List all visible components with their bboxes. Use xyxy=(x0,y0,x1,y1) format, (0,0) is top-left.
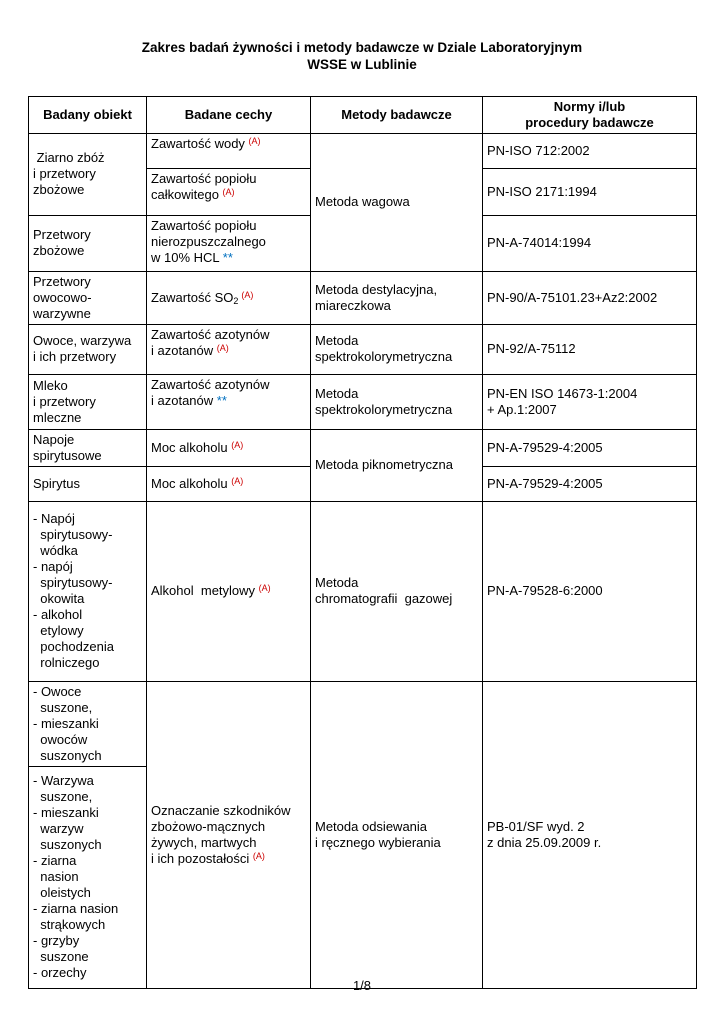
cell-norm-pn-a-79528: PN-A-79528-6:2000 xyxy=(482,500,697,682)
cell-feature-moc-alkoholu-2: Moc alkoholu (A) xyxy=(146,465,311,502)
cell-feature-zawartosc-so2: Zawartość SO2(A) xyxy=(146,270,311,325)
feature-text: Zawartość SO xyxy=(151,289,234,305)
row-popiol-calkowity: Zawartość popiołu całkowitego (A) PN-ISO… xyxy=(29,167,697,216)
cell-feature-moc-alkoholu-1: Moc alkoholu (A) xyxy=(146,428,311,467)
cell-norm-pb-01-sf: PB-01/SF wyd. 2 z dnia 25.09.2009 r. xyxy=(482,680,697,989)
footnote-marker-a: (A) xyxy=(258,583,271,594)
row-so2: Przetwory owocowo- warzywne Zawartość SO… xyxy=(28,270,697,325)
cell-feature-alkohol-metylowy: Alkohol metylowy (A) xyxy=(146,500,311,682)
header-badane-cechy: Badane cechy xyxy=(146,95,311,134)
cell-norm-pn-en-iso-14673: PN-EN ISO 14673-1:2004 + Ap.1:2007 xyxy=(482,373,697,430)
header-normy-procedury: Normy i/lub procedury badawcze xyxy=(482,95,697,134)
feature-text: Moc alkoholu xyxy=(151,439,232,455)
cell-method-odsiewanie: Metoda odsiewania i ręcznego wybierania xyxy=(310,680,483,989)
title-line-1: Zakres badań żywności i metody badawcze … xyxy=(141,40,583,55)
cell-method-destylacyjna: Metoda destylacyjna, miareczkowa xyxy=(310,270,483,325)
cell-norm-pn-90-a-75101: PN-90/A-75101.23+Az2:2002 xyxy=(482,270,697,325)
row-alkohol-metylowy: - Napój spirytusowy- wódka - napój spiry… xyxy=(28,500,697,682)
row-ziarno-woda: Ziarno zbóż i przetwory zbożowe Zawartoś… xyxy=(28,132,697,272)
row-suszone-owoce: - Owoce suszone, - mieszanki owoców susz… xyxy=(28,680,697,989)
cell-feature-popiol-calkowity: Zawartość popiołu całkowitego (A) xyxy=(146,167,311,216)
footnote-marker-a: (A) xyxy=(248,135,261,146)
footnote-marker-stars: ** xyxy=(222,249,233,265)
cell-norm-pn-iso-712: PN-ISO 712:2002 xyxy=(482,132,697,169)
subscript-2: 2 xyxy=(233,295,239,306)
feature-text: Moc alkoholu xyxy=(151,475,232,491)
title-line-2: WSSE w Lublinie xyxy=(307,56,417,72)
cell-object-napoje-spirytusowe: Napoje spirytusowe xyxy=(28,428,147,467)
row-azotyny-owoce: Owoce, warzywa i ich przetwory Zawartość… xyxy=(28,323,697,375)
cell-norm-pn-iso-2171: PN-ISO 2171:1994 xyxy=(482,167,697,216)
cell-feature-popiol-nierozpuszczalny: Zawartość popiołu nierozpuszczalnego w 1… xyxy=(146,214,311,272)
footnote-marker-stars: ** xyxy=(216,392,227,408)
page-number: 1/8 xyxy=(352,978,372,993)
footnote-marker-a: (A) xyxy=(231,439,244,450)
cell-norm-pn-a-79529-1: PN-A-79529-4:2005 xyxy=(482,428,697,467)
footnote-marker-a: (A) xyxy=(222,186,235,197)
feature-text: Zawartość wody xyxy=(151,135,249,151)
document-title: Zakres badań żywności i metody badawcze … xyxy=(28,40,696,74)
footnote-marker-a: (A) xyxy=(216,342,229,353)
cell-object-napoje-lista: - Napój spirytusowy- wódka - napój spiry… xyxy=(28,500,147,682)
cell-object-spirytus: Spirytus xyxy=(28,465,147,502)
cell-object-przetwory-zbozowe: Przetwory zbożowe xyxy=(28,214,147,272)
footnote-marker-a: (A) xyxy=(241,289,254,300)
feature-text: Zawartość azotynów i azotanów xyxy=(151,376,270,408)
header-badany-obiekt: Badany obiekt xyxy=(28,95,147,134)
header-metody-badawcze: Metody badawcze xyxy=(310,95,483,134)
row-popiol-nierozpuszczalny: Przetwory zbożowe Zawartość popiołu nier… xyxy=(28,214,697,272)
cell-object-przetwory-owocowo-warzywne: Przetwory owocowo- warzywne xyxy=(28,270,147,325)
cell-method-spektrokolorymetryczna-1: Metoda spektrokolorymetryczna xyxy=(310,323,483,375)
cell-object-mleko: Mleko i przetwory mleczne xyxy=(28,373,147,430)
cell-norm-pn-a-74014: PN-A-74014:1994 xyxy=(482,214,697,272)
feature-text: Oznaczanie szkodników zbożowo-mącznych ż… xyxy=(151,802,291,866)
row-azotyny-mleko: Mleko i przetwory mleczne Zawartość azot… xyxy=(28,373,697,430)
row-spirytus: Spirytus Moc alkoholu (A) PN-A-79529-4:2… xyxy=(28,465,697,502)
cell-object-suszone-owoce: - Owoce suszone, - mieszanki owoców susz… xyxy=(28,680,147,767)
cell-feature-azotyny-a: Zawartość azotynów i azotanów (A) xyxy=(146,323,311,375)
row-suszone-warzywa: - Warzywa suszone, - mieszanki warzyw su… xyxy=(28,765,697,989)
feature-text: Alkohol metylowy xyxy=(151,583,259,599)
feature-text: Zawartość azotynów i azotanów xyxy=(151,326,270,358)
footnote-marker-a: (A) xyxy=(231,475,244,486)
cell-method-spektrokolorymetryczna-2: Metoda spektrokolorymetryczna xyxy=(310,373,483,430)
footnote-marker-a: (A) xyxy=(252,850,265,861)
cell-method-wagowa: Metoda wagowa xyxy=(310,132,483,272)
cell-object-suszone-warzywa: - Warzywa suszone, - mieszanki warzyw su… xyxy=(28,765,147,989)
row-napoje-spirytusowe: Napoje spirytusowe Moc alkoholu (A) Meto… xyxy=(28,428,697,502)
cell-method-piknometryczna: Metoda piknometryczna xyxy=(310,428,483,502)
cell-method-chromatografia: Metoda chromatografii gazowej xyxy=(310,500,483,682)
cell-feature-szkodniki: Oznaczanie szkodników zbożowo-mącznych ż… xyxy=(146,680,311,989)
feature-text: Zawartość popiołu całkowitego xyxy=(151,170,257,202)
cell-norm-pn-a-79529-2: PN-A-79529-4:2005 xyxy=(482,465,697,502)
cell-norm-pn-92-a-75112: PN-92/A-75112 xyxy=(482,323,697,375)
tests-table: Badany obiekt Badane cechy Metody badawc… xyxy=(28,95,697,989)
cell-feature-zawartosc-wody: Zawartość wody (A) xyxy=(146,132,311,169)
header-row: Badany obiekt Badane cechy Metody badawc… xyxy=(28,95,697,134)
cell-feature-azotyny-gwiazdki: Zawartość azotynów i azotanów ** xyxy=(146,373,311,430)
cell-object-ziarno-zboz: Ziarno zbóż i przetwory zbożowe xyxy=(28,132,147,216)
cell-object-owoce-warzywa: Owoce, warzywa i ich przetwory xyxy=(28,323,147,375)
feature-text: Zawartość popiołu nierozpuszczalnego w 1… xyxy=(151,217,266,265)
